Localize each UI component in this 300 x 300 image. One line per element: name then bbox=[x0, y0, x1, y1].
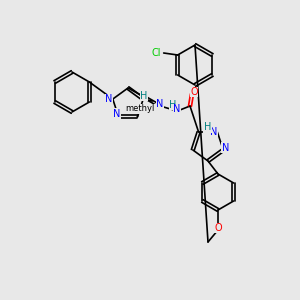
Text: H: H bbox=[204, 122, 211, 132]
Text: Cl: Cl bbox=[152, 48, 161, 58]
Text: N: N bbox=[156, 99, 164, 109]
Text: N: N bbox=[221, 143, 229, 153]
Text: H: H bbox=[169, 100, 177, 110]
Text: N: N bbox=[113, 109, 120, 119]
Text: O: O bbox=[214, 223, 222, 233]
Text: O: O bbox=[190, 87, 198, 97]
Text: N: N bbox=[105, 94, 112, 104]
Text: N: N bbox=[210, 127, 217, 137]
Text: H: H bbox=[140, 91, 148, 101]
Text: methyl: methyl bbox=[126, 104, 155, 113]
Text: N: N bbox=[173, 104, 181, 114]
